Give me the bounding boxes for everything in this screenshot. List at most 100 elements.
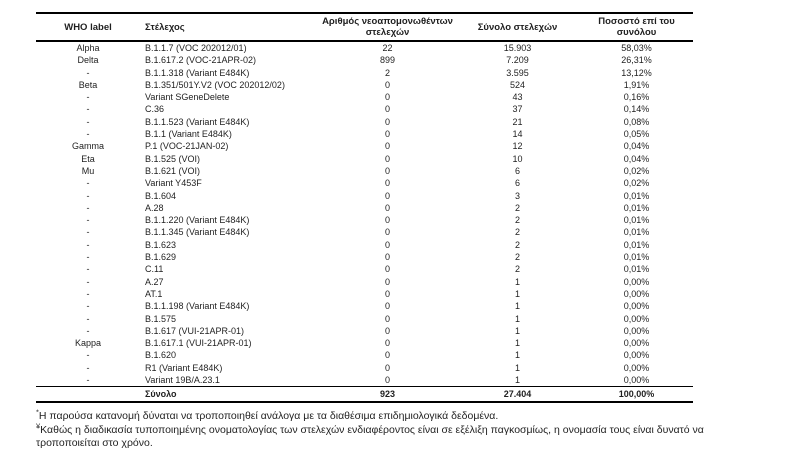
table-cell: - — [86, 350, 90, 361]
table-cell: 0 — [384, 301, 390, 312]
total-new-isolates: 923 — [379, 389, 396, 400]
table-cell: 899 — [379, 55, 396, 66]
table-cell: 0,00% — [623, 350, 650, 361]
table-cell: 2 — [514, 264, 520, 275]
table-cell: B.1.1.220 (Variant E484K) — [145, 215, 250, 226]
table-cell: B.1.351/501Y.V2 (VOC 202012/02) — [145, 79, 285, 90]
table-cell: 0,01% — [623, 264, 650, 275]
table-row: - Variant SGeneDelete 0 43 0,16% — [36, 91, 693, 103]
table-row: - B.1.1.318 (Variant E484K) 2 3.595 13,12% — [36, 67, 693, 79]
table-cell: B.1.575 — [145, 313, 177, 324]
table-cell: 10 — [512, 153, 523, 164]
table-cell: 2 — [514, 252, 520, 263]
total-row: Σύνολο 923 27.404 100,00% — [36, 386, 693, 403]
table-cell: - — [86, 116, 90, 127]
table-cell: B.1.604 — [145, 190, 177, 201]
table-cell: B.1.1.523 (Variant E484K) — [145, 116, 250, 127]
table-cell: 0,00% — [623, 313, 650, 324]
table-cell: B.1.620 — [145, 350, 177, 361]
table-cell: 2 — [514, 227, 520, 238]
table-cell: B.1.1.318 (Variant E484K) — [145, 67, 250, 78]
table-row: - B.1.575 0 1 0,00% — [36, 313, 693, 325]
table-cell: 0,04% — [623, 141, 650, 152]
table-cell: 1 — [514, 350, 520, 361]
table-row: - B.1.620 0 1 0,00% — [36, 349, 693, 361]
table-row: Mu B.1.621 (VOI) 0 6 0,02% — [36, 165, 693, 177]
table-cell: 0,00% — [623, 375, 650, 386]
table-cell: 1 — [514, 276, 520, 287]
footnote-2: ¥Καθώς η διαδικασία τυποποιημένης ονοματ… — [36, 422, 716, 451]
table-cell: 37 — [512, 104, 523, 115]
table-cell: 0 — [384, 153, 390, 164]
table-cell: R1 (Variant E484K) — [145, 362, 223, 373]
table-cell: 2 — [514, 215, 520, 226]
table-cell: B.1.617 (VUI-21APR-01) — [145, 325, 245, 336]
table-cell: 0,01% — [623, 252, 650, 263]
table-cell: - — [86, 227, 90, 238]
table-cell: - — [86, 375, 90, 386]
table-cell: 0,01% — [623, 215, 650, 226]
table-cell: 0 — [384, 239, 390, 250]
table-cell: 0 — [384, 313, 390, 324]
table-cell: 0 — [384, 375, 390, 386]
table-row: - Variant 19B/A.23.1 0 1 0,00% — [36, 374, 693, 387]
table-cell: B.1.617.1 (VUI-21APR-01) — [145, 338, 252, 349]
variants-table: WHO label Στέλεχος Αριθμός νεοαπομονωθέν… — [36, 12, 693, 403]
table-cell: 0 — [384, 362, 390, 373]
table-cell: 1 — [514, 325, 520, 336]
table-cell: 14 — [512, 129, 523, 140]
table-cell: 1 — [514, 313, 520, 324]
table-cell: 0,01% — [623, 190, 650, 201]
total-percent: 100,00% — [618, 389, 655, 400]
footnote-1-marker: * — [36, 407, 39, 417]
table-cell: - — [86, 202, 90, 213]
table-cell: 0 — [384, 325, 390, 336]
table-cell: 2 — [384, 67, 390, 78]
total-strains: 27.404 — [503, 389, 532, 400]
table-cell: B.1.629 — [145, 252, 177, 263]
table-cell: 0,16% — [623, 92, 650, 103]
table-row: - A.27 0 1 0,00% — [36, 276, 693, 288]
table-cell: 0 — [384, 338, 390, 349]
table-cell: 1 — [514, 362, 520, 373]
table-cell: - — [86, 276, 90, 287]
table-cell: A.27 — [145, 276, 164, 287]
table-cell: 0 — [384, 129, 390, 140]
table-row: Eta B.1.525 (VOI) 0 10 0,04% — [36, 153, 693, 165]
table-row: - Variant Y453F 0 6 0,02% — [36, 177, 693, 189]
table-cell: 0 — [384, 227, 390, 238]
table-cell: - — [86, 178, 90, 189]
table-cell: 6 — [514, 165, 520, 176]
table-cell: 0 — [384, 350, 390, 361]
table-row: - C.36 0 37 0,14% — [36, 103, 693, 115]
table-cell: 21 — [512, 116, 523, 127]
table-cell: Eta — [81, 153, 95, 164]
table-cell: Delta — [77, 55, 99, 66]
table-cell: 0 — [384, 141, 390, 152]
table-body: Alpha B.1.1.7 (VOC 202012/01) 22 15.903 58,0… — [36, 41, 693, 387]
table-cell: 12 — [512, 141, 523, 152]
table-row: - B.1.617 (VUI-21APR-01) 0 1 0,00% — [36, 325, 693, 337]
table-cell: 0 — [384, 252, 390, 263]
table-cell: 15.903 — [503, 43, 532, 53]
table-cell: - — [86, 252, 90, 263]
table-cell: 0,00% — [623, 362, 650, 373]
table-row: Gamma P.1 (VOC-21JAN-02) 0 12 0,04% — [36, 140, 693, 152]
table-header: WHO label Στέλεχος Αριθμός νεοαπομονωθέν… — [36, 13, 693, 41]
table-cell: 0,00% — [623, 325, 650, 336]
table-cell: C.11 — [145, 264, 164, 275]
table-cell: 0,00% — [623, 276, 650, 287]
table-cell: 13,12% — [621, 67, 652, 78]
table-row: Delta B.1.617.2 (VOC-21APR-02) 899 7.209 26,… — [36, 54, 693, 66]
table-cell: B.1.1.7 (VOC 202012/01) — [145, 43, 247, 53]
table-row: Beta B.1.351/501Y.V2 (VOC 202012/02) 0 524 1… — [36, 79, 693, 91]
table-cell: 1 — [514, 338, 520, 349]
table-cell: - — [86, 129, 90, 140]
table-cell: C.36 — [145, 104, 165, 115]
table-row: - B.1.604 0 3 0,01% — [36, 190, 693, 202]
table-cell: - — [86, 215, 90, 226]
table-cell: 0,02% — [623, 165, 650, 176]
table-cell: 1 — [514, 375, 520, 386]
table-cell: 0 — [384, 276, 390, 287]
table-cell: 0 — [384, 79, 390, 90]
